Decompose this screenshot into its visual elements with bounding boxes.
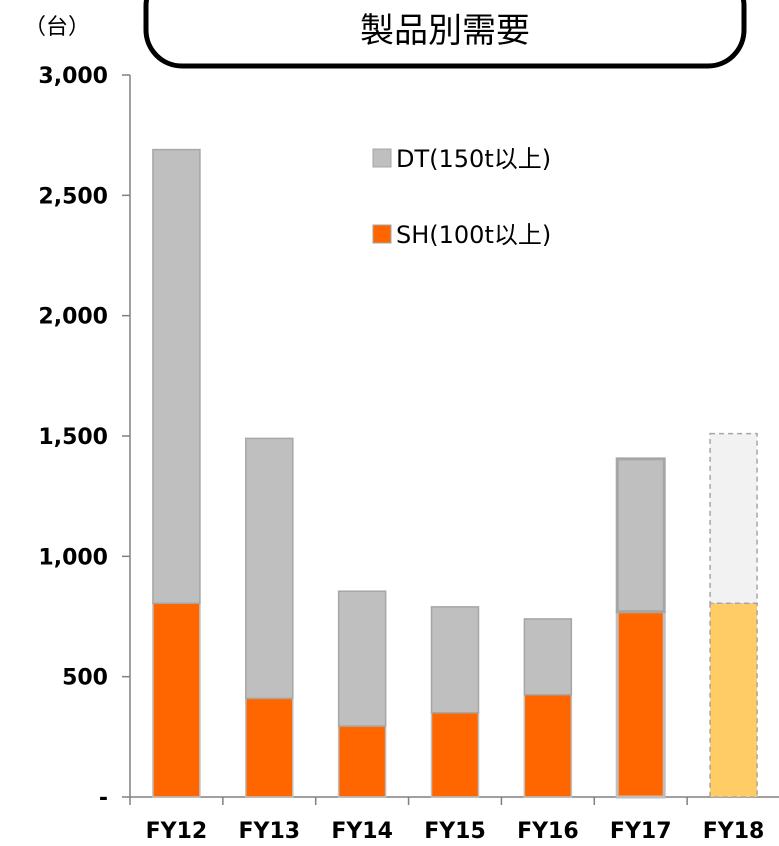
bar-FY17-sh bbox=[615, 610, 666, 799]
bar-FY15-sh bbox=[430, 712, 480, 798]
x-tick-label: FY15 bbox=[424, 819, 486, 844]
legend-label: SH(100t以上) bbox=[396, 221, 551, 249]
bar-FY14-sh bbox=[337, 725, 387, 798]
x-tick-label: FY17 bbox=[610, 819, 672, 844]
y-tick-label: 500 bbox=[62, 666, 108, 691]
title-box bbox=[143, 0, 747, 69]
x-tick-label: FY13 bbox=[238, 819, 300, 844]
x-tick-label: FY16 bbox=[517, 819, 579, 844]
plot-area: - 500 1,000 1,500 2,000 2,500 3,000 FY12 FY13 FY1… bbox=[38, 64, 779, 844]
chart-title: 製品別需要 bbox=[360, 11, 530, 51]
x-tick-label: FY14 bbox=[331, 819, 393, 844]
y-unit-label: （台） bbox=[24, 15, 90, 40]
y-tick-label: 1,500 bbox=[38, 425, 108, 450]
y-tick-label: - bbox=[99, 786, 108, 811]
bar-FY13-dt bbox=[245, 437, 294, 700]
bar-FY12-sh bbox=[152, 602, 201, 798]
y-tick-label: 2,000 bbox=[38, 305, 108, 330]
legend-swatch bbox=[372, 148, 392, 168]
y-tick-label: 2,500 bbox=[38, 184, 108, 209]
bar-FY12-dt bbox=[152, 148, 201, 605]
y-tick-label: 1,000 bbox=[38, 545, 108, 570]
bar-FY15-dt bbox=[430, 606, 480, 714]
bar-FY18-dt bbox=[709, 432, 758, 605]
bar-FY16-dt bbox=[523, 618, 573, 696]
legend-label: DT(150t以上) bbox=[396, 145, 551, 173]
bar-FY13-sh bbox=[245, 697, 294, 798]
y-tick-label: 3,000 bbox=[38, 64, 108, 89]
legend: DT(150t以上) SH(100t以上) bbox=[372, 145, 551, 249]
bar-FY18-sh bbox=[709, 602, 758, 798]
bar-FY16-sh bbox=[523, 693, 573, 798]
x-tick-label: FY18 bbox=[703, 819, 765, 844]
x-tick-label: FY12 bbox=[146, 819, 208, 844]
bar-FY17-dt bbox=[615, 457, 666, 614]
bar-FY14-dt bbox=[337, 590, 387, 727]
legend-swatch bbox=[372, 224, 392, 244]
